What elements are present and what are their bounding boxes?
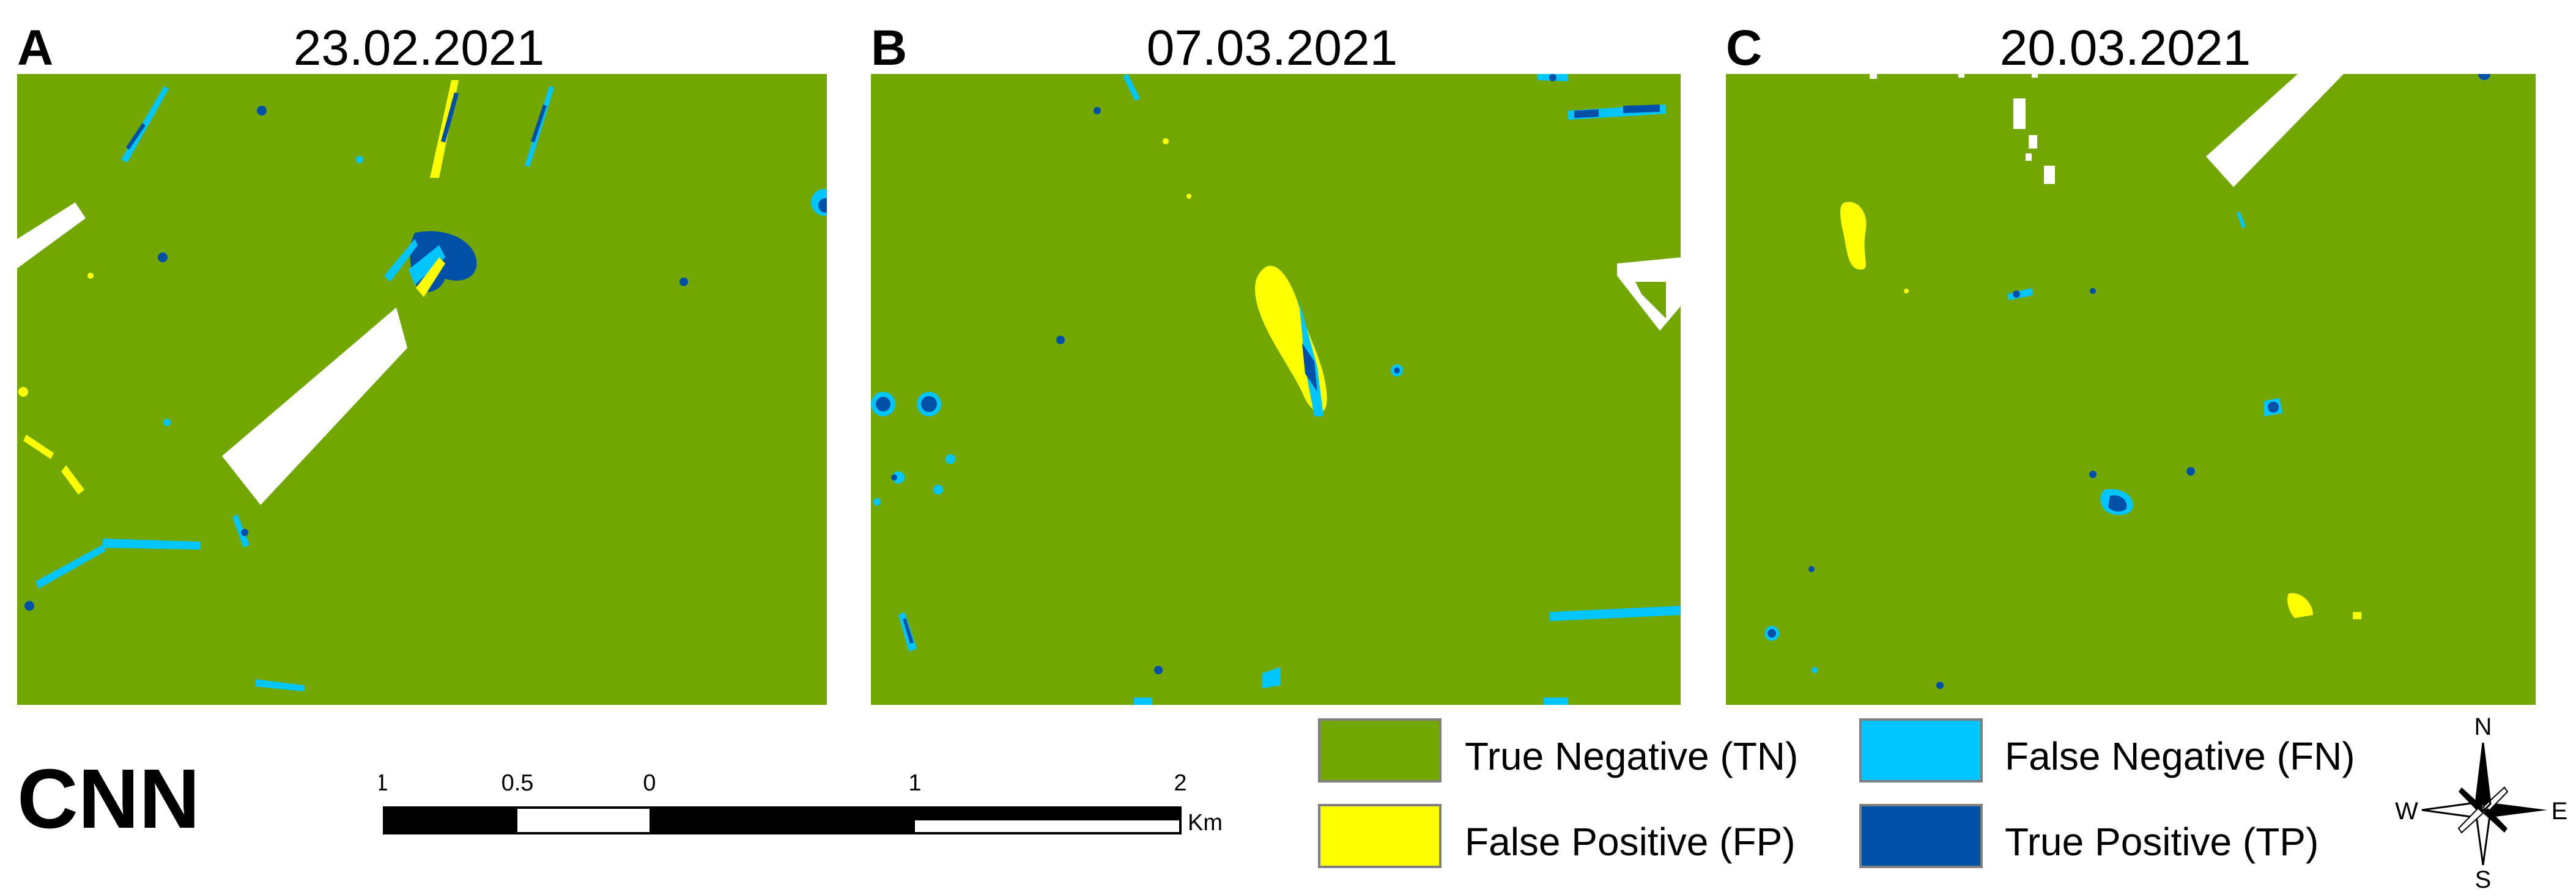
legend-swatch-tp (1859, 804, 1983, 868)
model-label: CNN (17, 752, 200, 846)
panel-a-date: 23.02.2021 (293, 20, 545, 76)
map-panel-c (1726, 74, 2536, 705)
compass-e: E (2552, 798, 2568, 825)
scale-tick-4: 1 (908, 770, 921, 796)
scale-tick-2: 0.5 (502, 770, 534, 796)
panel-c-date: 20.03.2021 (1999, 20, 2251, 76)
legend-label-tn: True Negative (TN) (1465, 734, 1799, 778)
map-panel-a (17, 74, 827, 705)
compass-n: N (2474, 713, 2492, 740)
panel-c-letter: C (1726, 20, 1763, 76)
panel-b-letter: B (871, 20, 908, 76)
scale-tick-3: 0 (643, 770, 656, 796)
legend-swatch-tn (1318, 718, 1442, 783)
scale-bar: 1 0.5 0 1 2 Km (379, 767, 1242, 847)
compass-s: S (2475, 866, 2492, 893)
panel-b-date: 07.03.2021 (1146, 20, 1398, 76)
compass-rose-icon: N S W E (2385, 709, 2569, 893)
legend-swatch-fn (1859, 718, 1983, 783)
legend-label-fn: False Negative (FN) (2005, 734, 2355, 778)
legend-label-tp: True Positive (TP) (2005, 820, 2319, 864)
panel-a-letter: A (17, 20, 54, 76)
map-panel-b (871, 74, 1681, 705)
scale-tick-1: 1 (379, 770, 388, 796)
compass-w: W (2395, 798, 2418, 825)
scale-unit: Km (1188, 810, 1223, 836)
legend-label-fp: False Positive (FP) (1465, 820, 1796, 864)
legend-swatch-fp (1318, 804, 1442, 868)
scale-tick-5: 2 (1174, 770, 1186, 796)
